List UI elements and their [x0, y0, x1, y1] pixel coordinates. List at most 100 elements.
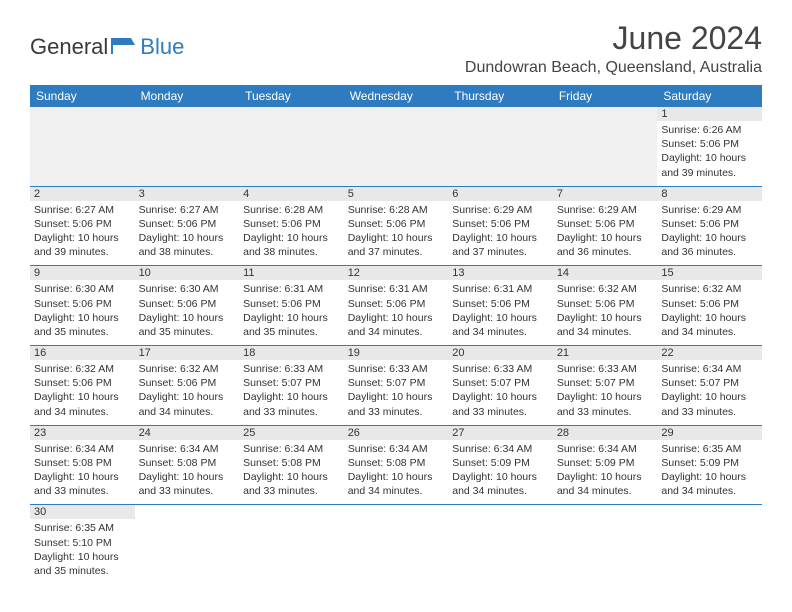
calendar-week: 23Sunrise: 6:34 AMSunset: 5:08 PMDayligh…	[30, 425, 762, 505]
day-number: 18	[239, 346, 344, 360]
sunset-line: Sunset: 5:09 PM	[557, 456, 654, 470]
day-cell: 10Sunrise: 6:30 AMSunset: 5:06 PMDayligh…	[135, 266, 240, 346]
daylight-line: Daylight: 10 hours	[661, 151, 758, 165]
daylight-line: Daylight: 10 hours	[661, 311, 758, 325]
location: Dundowran Beach, Queensland, Australia	[465, 59, 762, 77]
sunset-line: Sunset: 5:06 PM	[348, 297, 445, 311]
day-number: 27	[448, 426, 553, 440]
daylight-line: and 34 minutes.	[661, 484, 758, 498]
day-number: 8	[657, 187, 762, 201]
sunset-line: Sunset: 5:07 PM	[557, 376, 654, 390]
day-number: 14	[553, 266, 658, 280]
empty-cell	[344, 505, 449, 584]
daylight-line: and 35 minutes.	[34, 325, 131, 339]
day-number: 1	[657, 107, 762, 121]
sunset-line: Sunset: 5:06 PM	[661, 217, 758, 231]
daylight-line: and 33 minutes.	[243, 405, 340, 419]
day-number: 6	[448, 187, 553, 201]
empty-cell	[553, 107, 658, 186]
daylight-line: Daylight: 10 hours	[139, 231, 236, 245]
daylight-line: and 35 minutes.	[139, 325, 236, 339]
day-cell: 4Sunrise: 6:28 AMSunset: 5:06 PMDaylight…	[239, 186, 344, 266]
empty-cell	[30, 107, 135, 186]
sunrise-line: Sunrise: 6:34 AM	[139, 442, 236, 456]
day-cell: 2Sunrise: 6:27 AMSunset: 5:06 PMDaylight…	[30, 186, 135, 266]
daylight-line: Daylight: 10 hours	[243, 311, 340, 325]
empty-cell	[553, 505, 658, 584]
daylight-line: Daylight: 10 hours	[557, 470, 654, 484]
empty-cell	[448, 505, 553, 584]
daylight-line: and 33 minutes.	[243, 484, 340, 498]
sunrise-line: Sunrise: 6:29 AM	[661, 203, 758, 217]
day-cell: 21Sunrise: 6:33 AMSunset: 5:07 PMDayligh…	[553, 346, 658, 426]
sunrise-line: Sunrise: 6:34 AM	[243, 442, 340, 456]
sunset-line: Sunset: 5:06 PM	[452, 297, 549, 311]
daylight-line: Daylight: 10 hours	[34, 470, 131, 484]
empty-cell	[239, 107, 344, 186]
sunrise-line: Sunrise: 6:33 AM	[348, 362, 445, 376]
day-number: 22	[657, 346, 762, 360]
day-cell: 18Sunrise: 6:33 AMSunset: 5:07 PMDayligh…	[239, 346, 344, 426]
daylight-line: Daylight: 10 hours	[139, 390, 236, 404]
title-block: June 2024 Dundowran Beach, Queensland, A…	[465, 20, 762, 77]
sunset-line: Sunset: 5:06 PM	[34, 376, 131, 390]
brand-part1: General	[30, 34, 108, 60]
sunrise-line: Sunrise: 6:31 AM	[243, 282, 340, 296]
sunrise-line: Sunrise: 6:33 AM	[243, 362, 340, 376]
daylight-line: Daylight: 10 hours	[661, 390, 758, 404]
daylight-line: Daylight: 10 hours	[348, 231, 445, 245]
sunrise-line: Sunrise: 6:34 AM	[348, 442, 445, 456]
daylight-line: and 34 minutes.	[557, 484, 654, 498]
sunset-line: Sunset: 5:06 PM	[348, 217, 445, 231]
calendar-week: 16Sunrise: 6:32 AMSunset: 5:06 PMDayligh…	[30, 346, 762, 426]
sunrise-line: Sunrise: 6:34 AM	[34, 442, 131, 456]
day-number: 26	[344, 426, 449, 440]
daylight-line: and 34 minutes.	[452, 325, 549, 339]
day-cell: 12Sunrise: 6:31 AMSunset: 5:06 PMDayligh…	[344, 266, 449, 346]
day-number: 13	[448, 266, 553, 280]
day-number: 15	[657, 266, 762, 280]
day-header: Saturday	[657, 85, 762, 107]
empty-cell	[239, 505, 344, 584]
daylight-line: and 34 minutes.	[348, 484, 445, 498]
sunset-line: Sunset: 5:09 PM	[452, 456, 549, 470]
day-number: 17	[135, 346, 240, 360]
daylight-line: and 38 minutes.	[139, 245, 236, 259]
day-number: 7	[553, 187, 658, 201]
daylight-line: Daylight: 10 hours	[452, 231, 549, 245]
empty-cell	[657, 505, 762, 584]
sunset-line: Sunset: 5:06 PM	[452, 217, 549, 231]
sunrise-line: Sunrise: 6:29 AM	[452, 203, 549, 217]
day-cell: 24Sunrise: 6:34 AMSunset: 5:08 PMDayligh…	[135, 425, 240, 505]
day-cell: 11Sunrise: 6:31 AMSunset: 5:06 PMDayligh…	[239, 266, 344, 346]
day-number: 4	[239, 187, 344, 201]
day-number: 23	[30, 426, 135, 440]
daylight-line: and 33 minutes.	[34, 484, 131, 498]
sunset-line: Sunset: 5:06 PM	[139, 297, 236, 311]
sunrise-line: Sunrise: 6:35 AM	[661, 442, 758, 456]
sunset-line: Sunset: 5:06 PM	[661, 137, 758, 151]
day-cell: 22Sunrise: 6:34 AMSunset: 5:07 PMDayligh…	[657, 346, 762, 426]
daylight-line: and 33 minutes.	[452, 405, 549, 419]
calendar-body: 1Sunrise: 6:26 AMSunset: 5:06 PMDaylight…	[30, 107, 762, 584]
empty-cell	[448, 107, 553, 186]
sunset-line: Sunset: 5:08 PM	[139, 456, 236, 470]
daylight-line: and 36 minutes.	[661, 245, 758, 259]
day-cell: 1Sunrise: 6:26 AMSunset: 5:06 PMDaylight…	[657, 107, 762, 186]
day-header: Thursday	[448, 85, 553, 107]
daylight-line: Daylight: 10 hours	[243, 390, 340, 404]
day-cell: 27Sunrise: 6:34 AMSunset: 5:09 PMDayligh…	[448, 425, 553, 505]
day-cell: 16Sunrise: 6:32 AMSunset: 5:06 PMDayligh…	[30, 346, 135, 426]
sunset-line: Sunset: 5:06 PM	[243, 217, 340, 231]
sunrise-line: Sunrise: 6:30 AM	[139, 282, 236, 296]
daylight-line: Daylight: 10 hours	[139, 311, 236, 325]
daylight-line: Daylight: 10 hours	[139, 470, 236, 484]
empty-cell	[344, 107, 449, 186]
day-cell: 7Sunrise: 6:29 AMSunset: 5:06 PMDaylight…	[553, 186, 658, 266]
day-number: 19	[344, 346, 449, 360]
daylight-line: Daylight: 10 hours	[557, 390, 654, 404]
day-number: 3	[135, 187, 240, 201]
month-title: June 2024	[465, 20, 762, 57]
daylight-line: and 39 minutes.	[34, 245, 131, 259]
daylight-line: Daylight: 10 hours	[557, 311, 654, 325]
